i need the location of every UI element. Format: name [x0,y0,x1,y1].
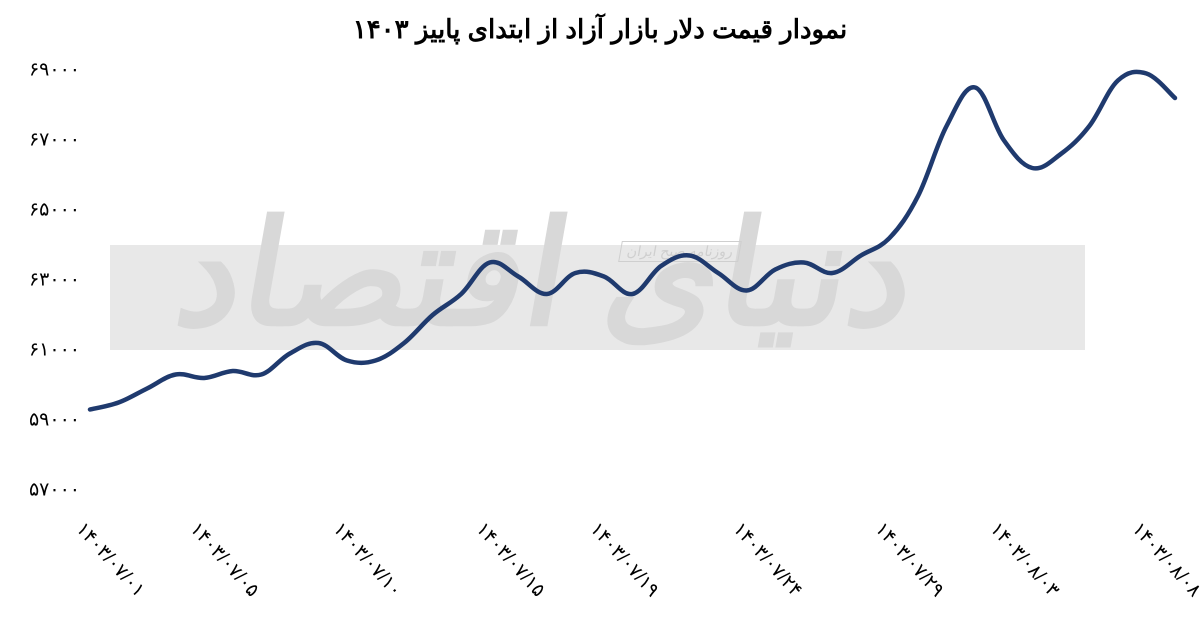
x-tick-label: ۱۴۰۳/۰۸/۰۳ [985,518,1064,602]
x-tick-label: ۱۴۰۳/۰۷/۱۵ [471,518,550,602]
chart-title: نمودار قیمت دلار بازار آزاد از ابتدای پا… [0,14,1200,45]
y-tick-label: ۶۹۰۰۰ [5,59,80,82]
dollar-price-chart: نمودار قیمت دلار بازار آزاد از ابتدای پا… [0,0,1200,637]
price-line [90,70,1175,490]
x-tick-label: ۱۴۰۳/۰۸/۰۸ [1127,518,1200,602]
y-tick-label: ۵۹۰۰۰ [5,409,80,432]
x-axis: ۱۴۰۳/۰۷/۰۱۱۴۰۳/۰۷/۰۵۱۴۰۳/۰۷/۱۰۱۴۰۳/۰۷/۱۵… [90,500,1175,620]
x-tick-label: ۱۴۰۳/۰۷/۱۹ [585,518,664,602]
y-axis: ۵۷۰۰۰۵۹۰۰۰۶۱۰۰۰۶۳۰۰۰۶۵۰۰۰۶۷۰۰۰۶۹۰۰۰ [5,70,80,490]
y-tick-label: ۶۷۰۰۰ [5,129,80,152]
y-tick-label: ۶۳۰۰۰ [5,269,80,292]
x-tick-label: ۱۴۰۳/۰۷/۱۰ [328,518,407,602]
y-tick-label: ۵۷۰۰۰ [5,479,80,502]
x-tick-label: ۱۴۰۳/۰۷/۰۱ [71,518,150,602]
x-tick-label: ۱۴۰۳/۰۷/۲۹ [870,518,949,602]
x-tick-label: ۱۴۰۳/۰۷/۲۴ [728,518,807,602]
plot-area [90,70,1175,490]
y-tick-label: ۶۵۰۰۰ [5,199,80,222]
x-tick-label: ۱۴۰۳/۰۷/۰۵ [185,518,264,602]
y-tick-label: ۶۱۰۰۰ [5,339,80,362]
